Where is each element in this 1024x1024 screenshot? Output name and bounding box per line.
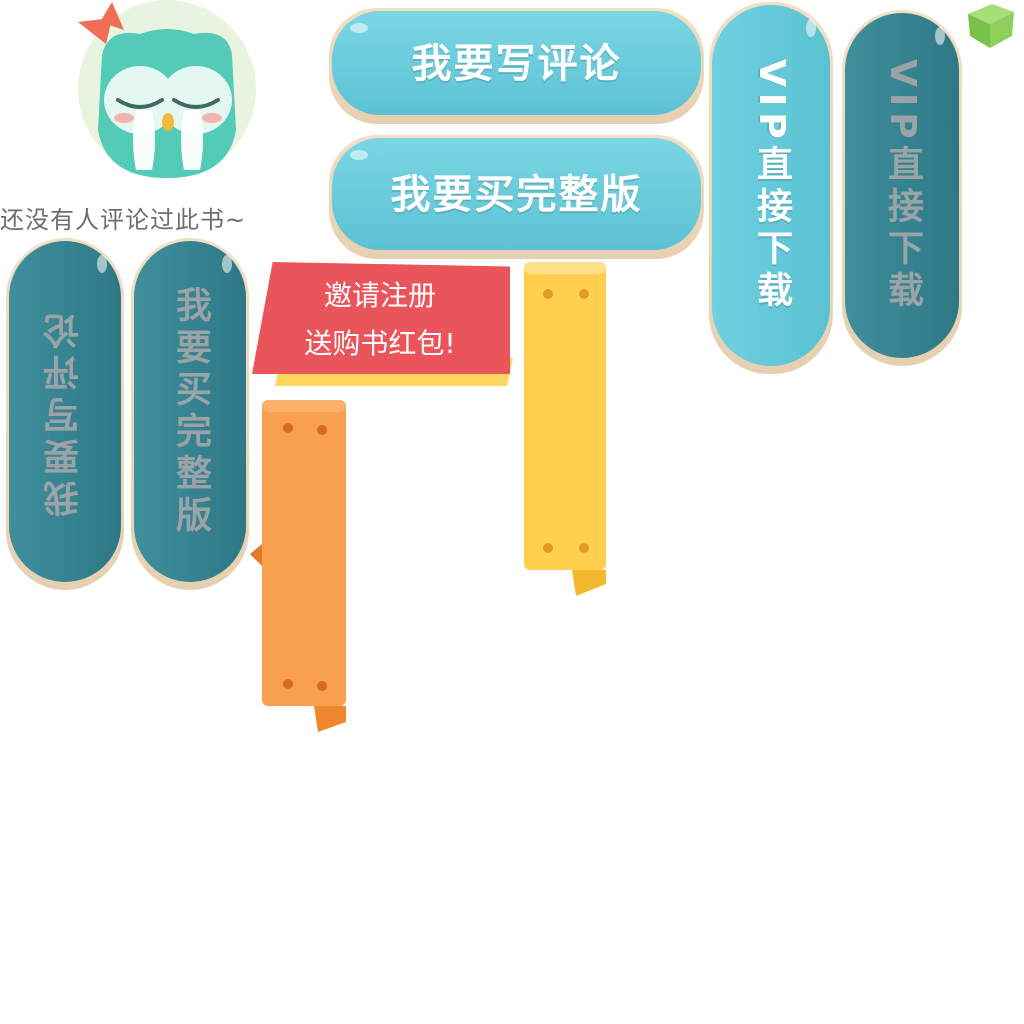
write-review-label: 我要写评论	[411, 41, 622, 87]
promo-line-2: 送购书红包!	[304, 327, 456, 360]
vip-download-disabled-label: VIP直接下载	[882, 58, 923, 313]
vip-download-disabled-face: VIP直接下载	[845, 13, 959, 358]
write-review-button-face: 我要写评论	[332, 11, 701, 115]
orange-ribbon-icon	[250, 396, 350, 732]
promo-banner-text: 邀请注册 送购书红包!	[252, 272, 508, 368]
yellow-ribbon-icon	[518, 260, 610, 596]
crying-owl-avatar-icon	[78, 0, 256, 178]
promo-line-1: 邀请注册	[323, 279, 436, 312]
write-review-disabled-label: 我要写评论	[44, 306, 85, 517]
vip-download-button-face: VIP直接下载	[712, 5, 830, 366]
green-cube-icon	[966, 2, 1016, 50]
buy-full-disabled-label: 我要买完整版	[170, 285, 211, 538]
invite-register-promo-banner[interactable]: 邀请注册 送购书红包!	[252, 262, 513, 392]
write-review-disabled-face: 我要写评论	[9, 241, 121, 582]
buy-full-version-button-disabled[interactable]: 我要买完整版	[131, 238, 249, 590]
buy-full-version-button-face: 我要买完整版	[332, 138, 701, 250]
buy-full-version-button[interactable]: 我要买完整版	[329, 135, 704, 259]
promo-banner-background	[252, 262, 510, 374]
empty-comments-text: 还没有人评论过此书~	[0, 206, 247, 234]
write-review-button-disabled[interactable]: 我要写评论	[6, 238, 124, 590]
buy-full-disabled-face: 我要买完整版	[134, 241, 246, 582]
vip-download-button[interactable]: VIP直接下载	[709, 2, 833, 374]
vip-download-button-disabled[interactable]: VIP直接下载	[842, 10, 962, 366]
vip-download-label: VIP直接下载	[751, 58, 792, 313]
buy-full-version-label: 我要买完整版	[390, 172, 643, 218]
write-review-button[interactable]: 我要写评论	[329, 8, 704, 124]
